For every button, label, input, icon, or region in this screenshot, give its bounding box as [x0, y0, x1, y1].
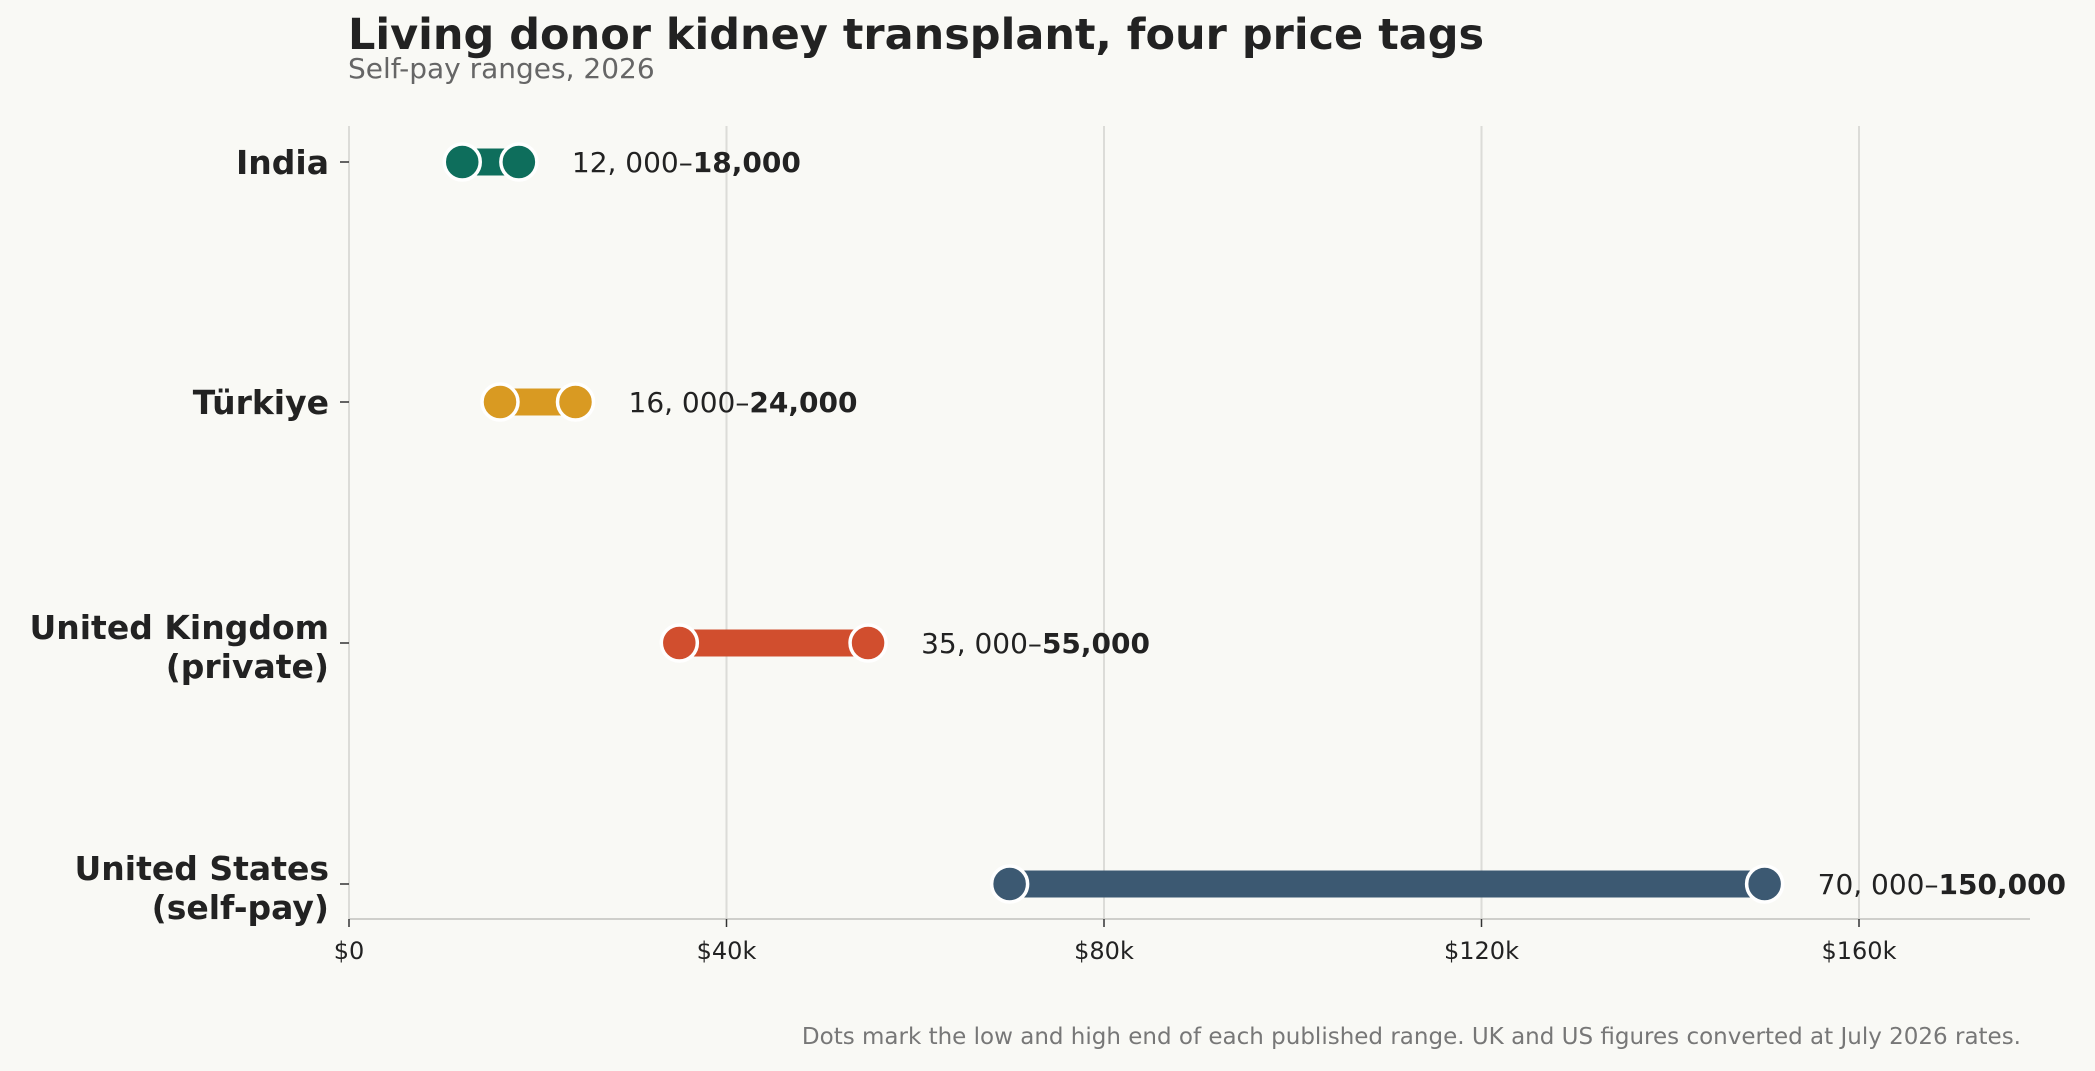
range-label: 12, 000–18,000: [572, 146, 801, 179]
range-label-high: 150,000: [1939, 868, 2067, 901]
range-label: 70, 000–150,000: [1818, 868, 2066, 901]
range-label: 16, 000–24,000: [629, 386, 858, 419]
x-tick-label: $120k: [1444, 937, 1519, 965]
category-label: (self-pay): [152, 888, 329, 927]
range-label-low: 16, 000–: [629, 386, 750, 419]
x-tick-label: $40k: [697, 937, 757, 965]
category-label: India: [236, 143, 329, 182]
chart-subtitle: Self-pay ranges, 2026: [348, 52, 655, 85]
category-label: (private): [166, 647, 329, 686]
range-label-low: 12, 000–: [572, 146, 693, 179]
chart-footnote: Dots mark the low and high end of each p…: [801, 1024, 2021, 1050]
low-dot: [659, 623, 700, 663]
x-tick-label: $160k: [1822, 937, 1897, 965]
category-label: United Kingdom: [29, 608, 329, 647]
high-dot: [555, 382, 596, 422]
high-dot: [1744, 864, 1785, 904]
chart-title: Living donor kidney transplant, four pri…: [348, 10, 1485, 60]
range-label-low: 70, 000–: [1818, 868, 1939, 901]
low-dot: [442, 142, 482, 182]
high-dot: [499, 142, 539, 182]
range-label: 35, 000–55,000: [921, 627, 1150, 660]
range-label-low: 35, 000–: [921, 627, 1042, 660]
low-dot: [989, 864, 1030, 904]
x-tick-label: $0: [334, 937, 365, 965]
low-dot: [480, 382, 520, 422]
high-dot: [848, 623, 888, 663]
range-label-high: 18,000: [693, 146, 801, 179]
range-label-high: 55,000: [1042, 627, 1150, 660]
category-label: Türkiye: [193, 383, 329, 422]
x-tick-label: $80k: [1074, 937, 1134, 965]
range-label-high: 24,000: [749, 386, 857, 419]
category-label: United States: [75, 849, 329, 888]
